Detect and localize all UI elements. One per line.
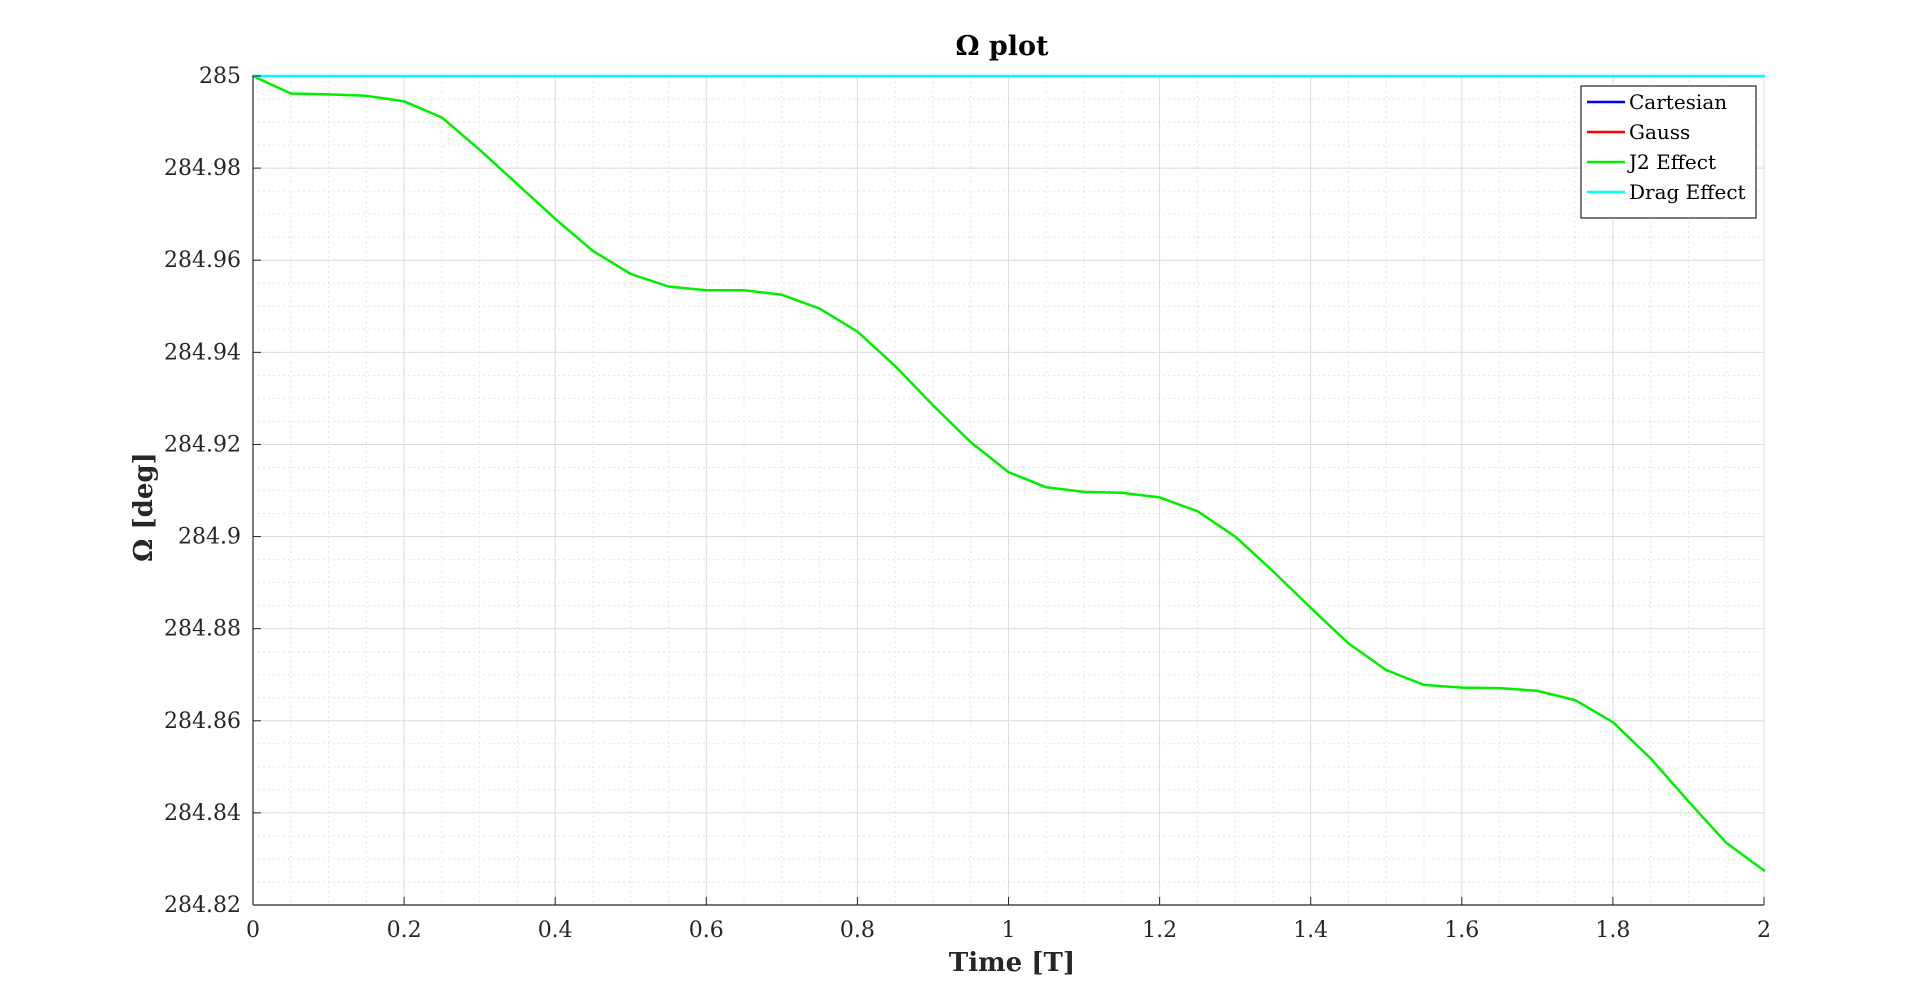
- x-tick-label: 0.6: [689, 918, 724, 943]
- y-axis-title: Ω [deg]: [129, 452, 159, 562]
- y-tick-label: 285: [199, 64, 241, 89]
- series-layer: [251, 74, 1766, 872]
- x-tick-label: 0.8: [840, 918, 875, 943]
- y-tick-label: 284.96: [164, 248, 241, 273]
- x-tick-label: 1.6: [1444, 918, 1479, 943]
- x-tick-label: 1.2: [1142, 918, 1177, 943]
- x-tick-label: 1.4: [1293, 918, 1328, 943]
- x-tick-label: 1.8: [1595, 918, 1630, 943]
- y-tick-labels: 284.82 284.84 284.86 284.88 284.9 284.92 284.9…: [164, 64, 241, 918]
- y-tick-label: 284.98: [164, 156, 241, 181]
- legend-label-gauss: Gauss: [1629, 120, 1690, 144]
- x-tick-label: 2: [1757, 918, 1771, 943]
- chart-title: Ω plot: [955, 31, 1049, 62]
- x-tick-label: 1: [1002, 918, 1016, 943]
- legend-label-j2-effect: J2 Effect: [1627, 150, 1716, 174]
- x-axis-title: Time [T]: [949, 948, 1075, 978]
- y-tick-label: 284.94: [164, 340, 241, 365]
- series-line-j2-effect: [251, 74, 1766, 872]
- axes-layer: [252, 75, 1765, 906]
- y-tick-label: 284.84: [164, 801, 241, 826]
- legend-label-drag-effect: Drag Effect: [1629, 180, 1746, 204]
- y-tick-label: 284.86: [164, 709, 241, 734]
- x-tick-label: 0: [246, 918, 260, 943]
- y-tick-label: 284.9: [178, 525, 241, 550]
- plot-area: 0 0.2 0.4 0.6 0.8 1 1.2 1.4 1.6 1.8 2 284.82 284.84…: [164, 64, 1771, 943]
- legend-label-cartesian: Cartesian: [1629, 90, 1727, 114]
- x-tick-label: 0.4: [538, 918, 573, 943]
- y-tick-label: 284.82: [164, 893, 241, 918]
- y-tick-label: 284.88: [164, 617, 241, 642]
- x-tick-label: 0.2: [387, 918, 422, 943]
- y-tick-label: 284.92: [164, 432, 241, 457]
- legend[interactable]: Cartesian Gauss J2 Effect Drag Effect: [1580, 85, 1757, 219]
- x-tick-labels: 0 0.2 0.4 0.6 0.8 1 1.2 1.4 1.6 1.8 2: [246, 918, 1771, 943]
- legend-box: [1580, 85, 1757, 219]
